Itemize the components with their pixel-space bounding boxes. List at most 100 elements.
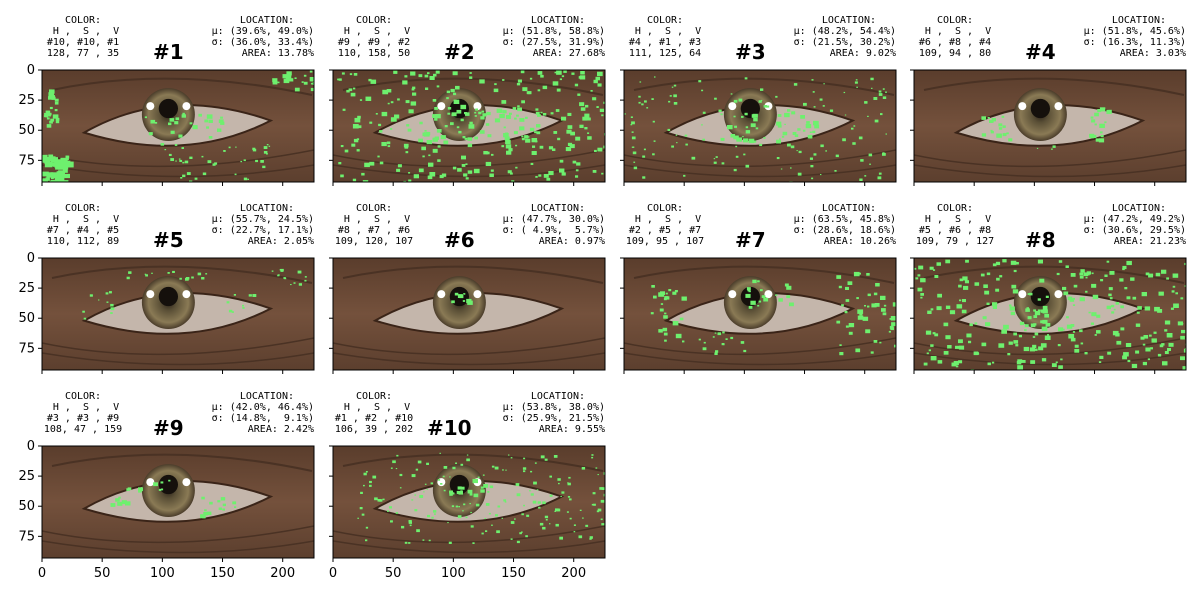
location-info-area: AREA: 21.23% [1113,236,1186,247]
color-info-bins: #3 , #3 , #9 [46,413,120,424]
location-info-header: LOCATION: [239,203,294,214]
location-info-sigma: σ: (25.9%, 21.5%) [502,413,605,424]
color-info-hsv: H , S , V [337,26,411,37]
location-info-area: AREA: 2.05% [247,236,314,247]
location-info-sigma: σ: (16.3%, 11.3%) [1083,37,1186,48]
panel-title: #6 [444,228,475,252]
location-info-sigma: σ: (21.5%, 30.2%) [793,37,896,48]
color-info: COLOR: H , S , V #5 , #6 , #8 109, 79 , 12… [914,203,996,247]
color-info-values: 128, 77 , 35 [46,48,120,59]
color-info-values: 109, 79 , 127 [915,236,995,247]
x-tick-label: 50 [94,566,111,581]
color-info-hsv: H , S , V [628,214,702,225]
axes-frame [913,257,1187,371]
y-tick-label: 0 [27,251,35,266]
color-info-bins: #4 , #1 , #3 [628,37,702,48]
location-info-sigma: σ: ( 4.9%, 5.7%) [502,225,605,236]
x-tick-label: 100 [441,566,466,581]
color-info-header: COLOR: [936,15,974,26]
x-tick-label: 200 [561,566,586,581]
color-info: COLOR: H , S , V #1 , #2 , #10 106, 39 , 2… [333,391,415,435]
location-info-mu: μ: (47.7%, 30.0%) [502,214,605,225]
color-info: COLOR: H , S , V #6 , #8 , #4 109, 94 , 80 [914,15,996,59]
location-info-header: LOCATION: [530,15,585,26]
location-info-area: AREA: 0.97% [538,236,605,247]
eye-image [329,257,606,374]
y-tick-label: 0 [27,439,35,454]
axes-frame [332,257,606,371]
location-info-header: LOCATION: [821,203,876,214]
location-info: LOCATION: μ: (39.6%, 49.0%) σ: (36.0%, 33.… [174,15,314,59]
location-info-header: LOCATION: [1111,203,1166,214]
color-info-header: COLOR: [64,15,102,26]
location-info: LOCATION: μ: (47.7%, 30.0%) σ: ( 4.9%, 5.7… [465,203,605,247]
color-info-header: COLOR: [936,203,974,214]
axes-frame [332,445,606,559]
panel-title: #5 [153,228,184,252]
location-info: LOCATION: μ: (63.5%, 45.8%) σ: (28.6%, 18.… [756,203,896,247]
subplot-panel: COLOR: H , S , V #6 , #8 , #4 109, 94 , 80… [910,15,1187,186]
eye-image [910,257,1187,374]
panel-title: #4 [1025,40,1056,64]
eye-image: 0 25 50 75 0 50 100 150 200 [18,439,315,581]
color-info-hsv: H , S , V [337,402,411,413]
color-info-bins: #10, #10, #1 [46,37,120,48]
location-info-area: AREA: 13.78% [241,48,314,59]
color-info-bins: #5 , #6 , #8 [918,225,992,236]
color-info-header: COLOR: [355,203,393,214]
location-info-area: AREA: 2.42% [247,424,314,435]
color-info-header: COLOR: [64,203,102,214]
y-tick-label: 25 [18,281,35,296]
location-info-mu: μ: (48.2%, 54.4%) [793,26,896,37]
location-info: LOCATION: μ: (53.8%, 38.0%) σ: (25.9%, 21.… [465,391,605,435]
color-info-values: 109, 94 , 80 [918,48,992,59]
subplot-panel: COLOR: H , S , V #9 , #9 , #2 110, 158, 50… [329,15,606,186]
color-info-hsv: H , S , V [46,214,120,225]
color-info: COLOR: H , S , V #3 , #3 , #9 108, 47 , 15… [42,391,124,435]
location-info-area: AREA: 10.26% [823,236,896,247]
location-info-area: AREA: 9.55% [538,424,605,435]
y-tick-label: 75 [18,529,35,544]
color-info-values: 111, 125, 64 [628,48,702,59]
highlight-mask [624,76,887,182]
eye-image [620,69,897,186]
color-info: COLOR: H , S , V #2 , #5 , #7 109, 95 , 10… [624,203,706,247]
eye-image: 0 25 50 75 [18,251,315,374]
color-info-header: COLOR: [355,391,393,402]
y-tick-label: 50 [18,499,35,514]
y-tick-label: 75 [18,153,35,168]
color-info-header: COLOR: [355,15,393,26]
highlight-mask [981,107,1112,150]
color-info-values: 108, 47 , 159 [43,424,123,435]
color-info-hsv: H , S , V [46,26,120,37]
color-info-bins: #8 , #7 , #6 [337,225,411,236]
location-info: LOCATION: μ: (47.2%, 49.2%) σ: (30.6%, 29.… [1046,203,1186,247]
y-tick-label: 50 [18,311,35,326]
location-info-area: AREA: 9.02% [829,48,896,59]
location-info-mu: μ: (51.8%, 45.6%) [1083,26,1186,37]
y-tick-label: 0 [27,63,35,78]
color-info-bins: #2 , #5 , #7 [628,225,702,236]
highlight-mask [451,292,473,305]
color-info-hsv: H , S , V [918,26,992,37]
subplot-panel: COLOR: H , S , V #10, #10, #1 128, 77 , 35… [18,15,315,186]
location-info-header: LOCATION: [821,15,876,26]
eye-image: 0 25 50 75 [18,63,315,186]
subplot-panel: COLOR: H , S , V #5 , #6 , #8 109, 79 , 12… [910,203,1187,374]
location-info-header: LOCATION: [530,391,585,402]
y-tick-label: 25 [18,93,35,108]
highlight-mask [110,479,237,519]
panel-title: #8 [1025,228,1056,252]
location-info-mu: μ: (53.8%, 38.0%) [502,402,605,413]
subplot-panel: COLOR: H , S , V #8 , #7 , #6 109, 120, 10… [329,203,606,374]
axes-frame [623,257,897,371]
subplot-panel: COLOR: H , S , V #4 , #1 , #3 111, 125, 64… [620,15,897,186]
location-info-sigma: σ: (27.5%, 31.9%) [502,37,605,48]
color-info-header: COLOR: [646,203,684,214]
location-info: LOCATION: μ: (51.8%, 58.8%) σ: (27.5%, 31.… [465,15,605,59]
x-tick-label: 200 [270,566,295,581]
location-info-sigma: σ: (30.6%, 29.5%) [1083,225,1186,236]
location-info: LOCATION: μ: (51.8%, 45.6%) σ: (16.3%, 11.… [1046,15,1186,59]
highlight-mask [42,70,314,182]
location-info-sigma: σ: (28.6%, 18.6%) [793,225,896,236]
